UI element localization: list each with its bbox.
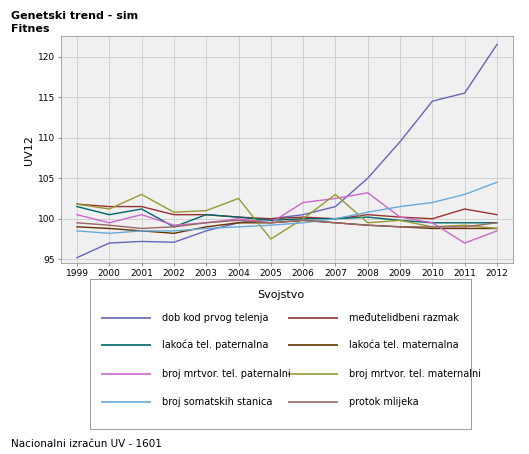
Text: broj mrtvor. tel. maternalni: broj mrtvor. tel. maternalni [349,369,481,379]
Text: međutelidbeni razmak: međutelidbeni razmak [349,313,459,323]
Text: dob kod prvog telenja: dob kod prvog telenja [162,313,269,323]
Text: broj mrtvor. tel. paternalni: broj mrtvor. tel. paternalni [162,369,291,379]
Text: lakoća tel. maternalna: lakoća tel. maternalna [349,340,459,350]
Text: lakoća tel. paternalna: lakoća tel. paternalna [162,340,269,350]
Text: Genetski trend - sim: Genetski trend - sim [11,11,138,21]
Y-axis label: UV12: UV12 [24,135,34,165]
X-axis label: Godina rođenja: Godina rođenja [244,283,330,293]
Text: protok mlijeka: protok mlijeka [349,397,418,407]
Text: Fitnes: Fitnes [11,24,49,34]
Text: Nacionalni izračun UV - 1601: Nacionalni izračun UV - 1601 [11,439,161,449]
Text: broj somatskih stanica: broj somatskih stanica [162,397,272,407]
Text: Svojstvo: Svojstvo [257,290,304,300]
